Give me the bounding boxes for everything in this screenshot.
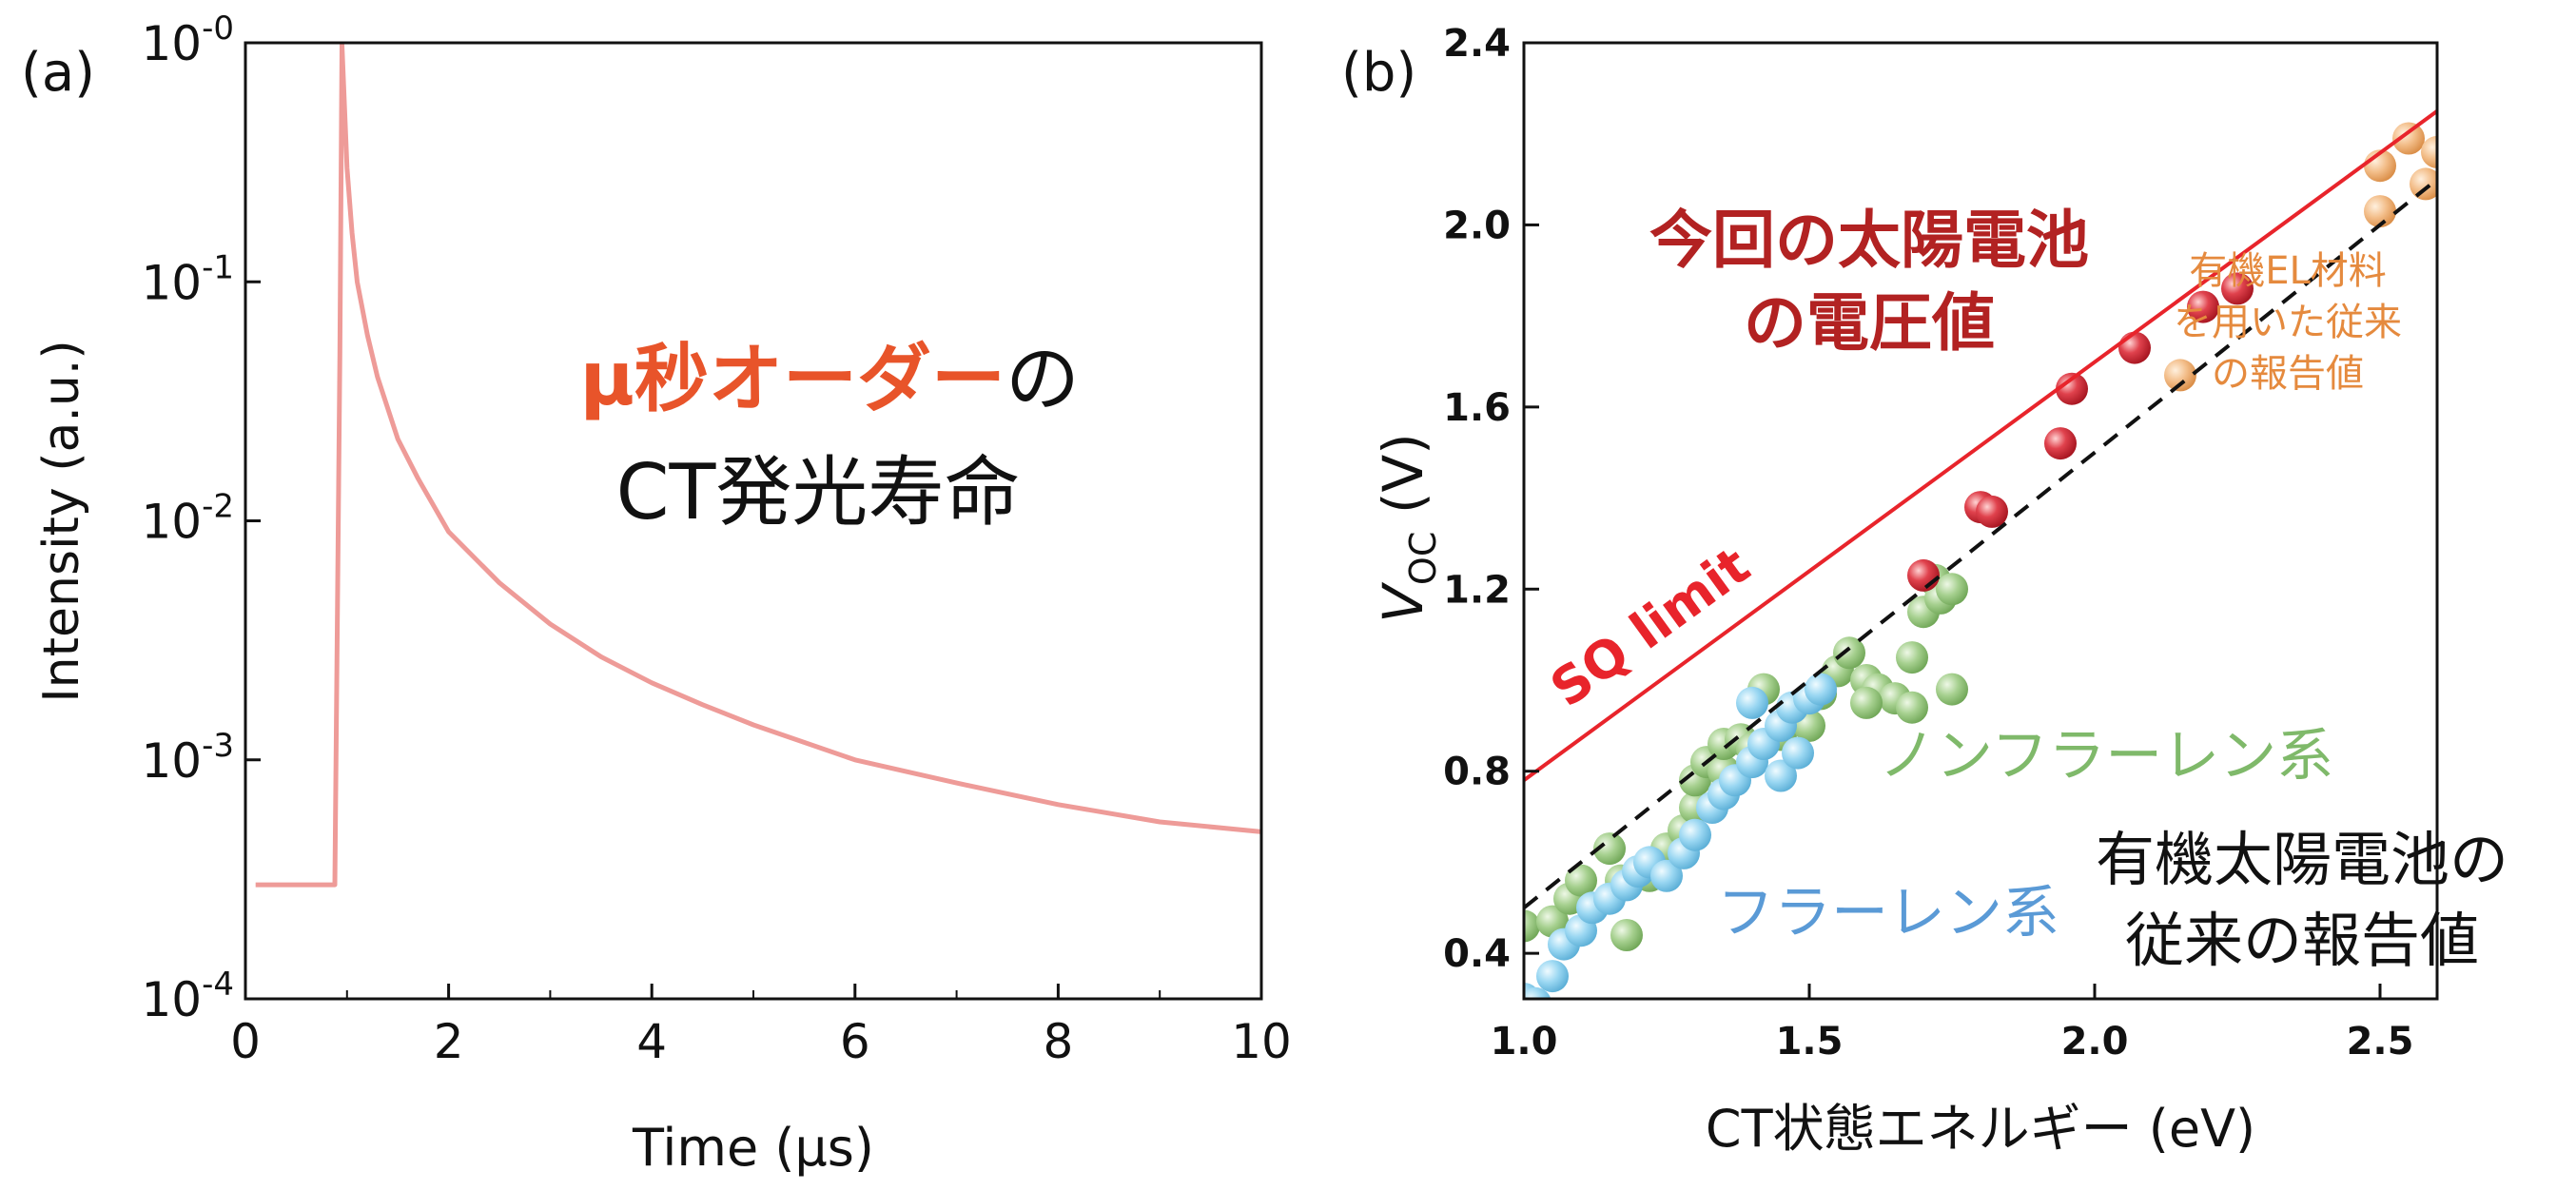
y-axis-a: 10-0 10-1 10-2 10-3 10-4: [141, 10, 261, 1027]
y-axis-label-v: V: [1371, 581, 1435, 623]
x-tick-label-b: 2.5: [2347, 1020, 2414, 1064]
panel-b: (b) 1.0 1.5 2.0 2.5 0.4 0.8 1.2 1.6 2.0 2.4 CT状態…: [1341, 22, 2508, 1159]
annotation-particle: の: [1005, 337, 1080, 422]
y-tick-label-a: 10-2: [141, 488, 234, 550]
x-tick-label-b: 2.0: [2061, 1020, 2129, 1064]
decay-curve-layer: [255, 43, 1261, 888]
y-tick-label-a: 10-1: [141, 248, 234, 310]
x-tick-label-a: 2: [434, 1014, 464, 1069]
scatter-point: [1896, 641, 1928, 674]
x-tick-label-a: 4: [636, 1014, 667, 1069]
scatter-point: [1805, 673, 1837, 706]
y-tick-label-b: 0.8: [1443, 751, 1511, 794]
y-axis-b: 0.4 0.8 1.2 1.6 2.0 2.4: [1443, 22, 1539, 976]
scatter-point: [1896, 691, 1928, 724]
scatter-point: [1782, 736, 1814, 770]
x-axis-a: 0 2 4 6 8 10: [230, 984, 1292, 1069]
x-tick-label-a: 6: [840, 1014, 870, 1069]
annotation-lifetime-line1: μ秒オーダーの: [580, 337, 1080, 422]
annotation-fullerene: フラーレン系: [1717, 880, 2059, 947]
y-tick-label-b: 0.4: [1443, 932, 1511, 976]
scatter-point: [1765, 759, 1797, 792]
plot-frame-b: [1522, 41, 2439, 1001]
annotation-nonfullerene: ノンフラーレン系: [1879, 723, 2333, 790]
scatter-point: [2164, 359, 2196, 392]
y-tick-label-b: 2.0: [1443, 204, 1511, 247]
scatter-point: [1610, 919, 1643, 951]
y-axis-label-a: Intensity (a.u.): [33, 340, 90, 702]
scatter-point: [1679, 818, 1711, 851]
x-tick-label-a: 10: [1231, 1014, 1292, 1069]
x-axis-label-b: CT状態エネルギー (eV): [1706, 1099, 2255, 1159]
annotation-oled-line2: を用いた従来: [2174, 301, 2402, 344]
y-axis-label-unit: (V): [1371, 433, 1435, 531]
scatter-layer: [1524, 109, 2437, 999]
x-axis-b: 1.0 1.5 2.0 2.5: [1491, 984, 2414, 1064]
annotation-oled-line3: の報告値: [2212, 352, 2364, 396]
scatter-point: [2187, 290, 2219, 323]
scatter-point: [1524, 986, 1551, 999]
scatter-point: [2421, 135, 2437, 168]
x-tick-label-b: 1.5: [1776, 1020, 1844, 1064]
y-tick-label-b: 1.2: [1443, 568, 1511, 612]
x-tick-label-a: 8: [1043, 1014, 1073, 1069]
annotation-previous-line1: 有機太陽電池の: [2096, 825, 2508, 894]
scatter-point: [1936, 673, 1968, 706]
scatter-point: [2056, 372, 2088, 405]
scatter-point: [1736, 686, 1768, 719]
trend-line-dashed: [1524, 178, 2437, 909]
x-tick-label-a: 0: [230, 1014, 261, 1069]
annotation-lifetime-line2: CT発光寿命: [616, 448, 1021, 537]
decay-curve: [255, 43, 1261, 888]
y-tick-label-a: 10-4: [141, 966, 234, 1027]
scatter-point: [1536, 960, 1569, 993]
scatter-point: [1850, 686, 1883, 719]
scatter-point: [1833, 636, 1865, 670]
y-tick-label-b: 2.4: [1443, 22, 1511, 66]
annotation-this-work-line2: の電圧値: [1744, 286, 1995, 360]
x-axis-label-a: Time (μs): [632, 1118, 874, 1178]
sq-limit-line: [1524, 109, 2437, 782]
annotation-highlight: μ秒オーダー: [580, 337, 1005, 422]
y-axis-label-b: VOC (V): [1371, 433, 1444, 623]
scatter-point: [1524, 909, 1540, 943]
scatter-point: [1907, 558, 1940, 592]
y-axis-label-oc: OC: [1402, 532, 1444, 585]
x-tick-label-b: 1.0: [1491, 1020, 1558, 1064]
annotation-previous-line2: 従来の報告値: [2125, 906, 2479, 975]
annotation-this-work-line1: 今回の太陽電池: [1649, 204, 2089, 277]
scatter-point: [2221, 272, 2254, 305]
y-tick-label-a: 10-0: [141, 10, 234, 71]
panel-b-label: (b): [1341, 42, 1416, 104]
y-tick-label-b: 1.6: [1443, 386, 1511, 430]
scatter-point: [1565, 864, 1597, 897]
annotation-oled-line1: 有機EL材料: [2189, 249, 2387, 293]
y-tick-label-a: 10-3: [141, 727, 234, 789]
scatter-point: [2364, 195, 2396, 228]
scatter-point: [1593, 832, 1626, 866]
scatter-point: [2118, 331, 2151, 364]
panel-a: (a) 0 2 4 6 8 10 10-0 10-1 10-2 10-3 10-4 Time (μ…: [21, 10, 1292, 1178]
sq-limit-label: SQ limit: [1540, 536, 1761, 719]
scatter-point: [1650, 859, 1683, 892]
scatter-point: [1936, 573, 1968, 606]
scatter-point: [1976, 495, 2008, 528]
panel-a-label: (a): [21, 42, 95, 104]
scatter-point: [2410, 167, 2437, 201]
scatter-point: [2392, 122, 2425, 155]
scatter-point: [2044, 427, 2077, 460]
